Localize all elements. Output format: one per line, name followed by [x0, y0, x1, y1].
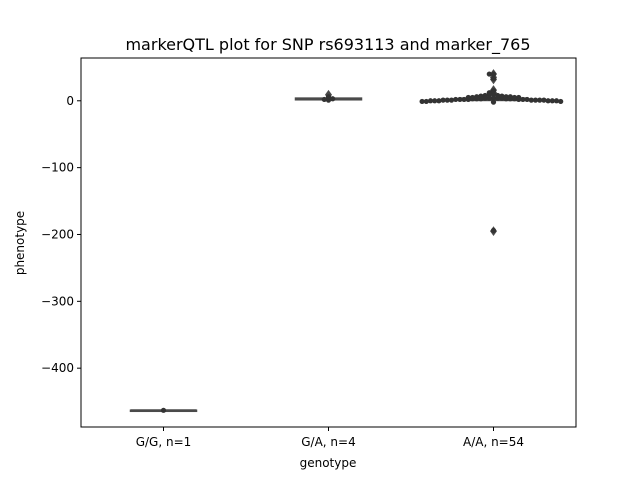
data-point	[423, 98, 429, 105]
swarm-3	[419, 71, 564, 234]
data-point	[436, 98, 442, 104]
y-tick-label: −100	[41, 161, 74, 175]
y-tick-label: −300	[41, 294, 74, 308]
data-point	[321, 96, 327, 103]
data-point	[461, 96, 467, 103]
data-point	[160, 407, 167, 413]
data-point	[516, 96, 522, 103]
data-point	[444, 97, 450, 103]
data-point	[549, 98, 555, 104]
data-point	[486, 95, 492, 101]
data-point	[325, 94, 332, 100]
y-tick-label: −200	[41, 227, 74, 241]
data-point	[558, 98, 564, 105]
y-axis: 0 −100 −200 −300 −400	[41, 94, 81, 375]
data-point	[469, 96, 476, 102]
data-point	[440, 97, 446, 103]
data-point	[541, 97, 547, 103]
swarm-2	[321, 94, 336, 103]
chart-title: markerQTL plot for SNP rs693113 and mark…	[125, 35, 530, 55]
x-axis: G/G, n=1 G/A, n=4 A/A, n=54	[136, 427, 524, 449]
data-point	[490, 91, 497, 97]
data-point	[495, 95, 501, 101]
data-point	[503, 96, 509, 102]
y-axis-label: phenotype	[13, 211, 27, 275]
data-point	[478, 96, 484, 102]
data-point	[520, 96, 526, 103]
data-point	[490, 99, 497, 105]
data-point	[490, 76, 497, 82]
data-point	[532, 97, 539, 103]
data-point	[524, 96, 530, 103]
data-point	[482, 95, 488, 101]
data-point	[507, 96, 513, 102]
data-point	[453, 96, 459, 103]
data-point	[490, 95, 497, 101]
data-point	[330, 96, 336, 102]
data-point	[553, 98, 560, 104]
x-tick-label: G/A, n=4	[301, 435, 355, 449]
y-tick-label: −400	[41, 361, 74, 375]
data-point	[448, 97, 455, 103]
x-tick-label: A/A, n=54	[463, 435, 524, 449]
data-point	[537, 97, 543, 103]
data-point	[432, 98, 438, 104]
swarm-1	[160, 407, 167, 413]
data-point	[545, 98, 551, 104]
x-axis-label: genotype	[300, 456, 357, 470]
data-point	[528, 97, 534, 103]
x-tick-label: G/G, n=1	[136, 435, 192, 449]
y-tick-label: 0	[66, 94, 74, 108]
data-point	[499, 95, 505, 101]
data-point	[465, 96, 471, 103]
data-point	[490, 71, 497, 77]
data-point	[486, 71, 492, 77]
data-point	[427, 98, 434, 104]
data-point	[474, 96, 480, 102]
data-point	[419, 98, 425, 105]
data-point	[457, 96, 463, 103]
data-point	[511, 96, 518, 102]
data-point	[490, 227, 497, 234]
plot-frame	[80, 57, 577, 428]
plot-area	[129, 69, 564, 413]
